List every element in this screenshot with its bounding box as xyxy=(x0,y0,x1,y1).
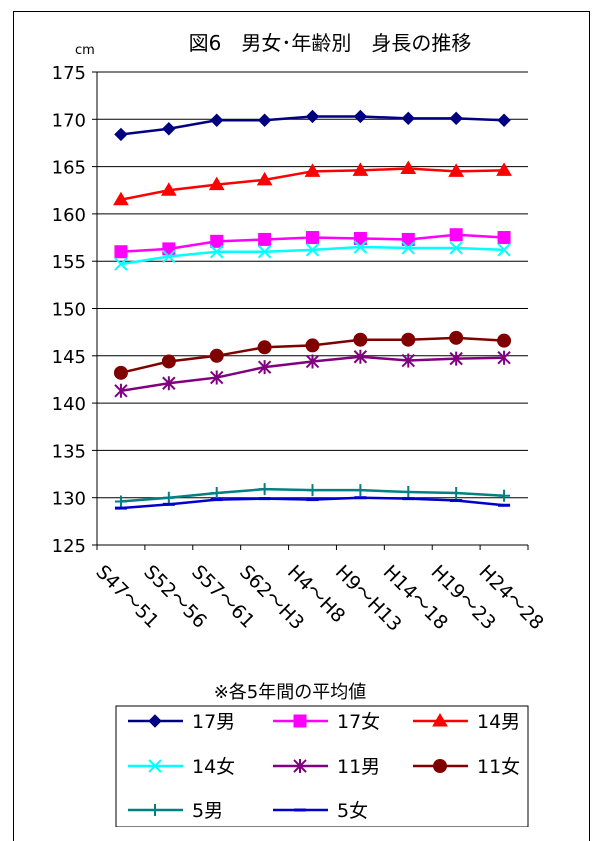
data-point xyxy=(304,163,321,177)
data-point xyxy=(401,353,415,368)
data-point xyxy=(498,489,511,502)
y-axis: 125 130 135 140 145 150 155 160 165 170 175 xyxy=(52,63,98,557)
data-point xyxy=(162,491,175,504)
y-tick-label: 125 xyxy=(52,536,86,557)
data-point xyxy=(208,176,225,191)
data-point xyxy=(401,232,415,246)
data-point xyxy=(305,243,320,257)
data-point xyxy=(114,257,128,271)
y-tick-label: 155 xyxy=(52,252,86,273)
y-tick-label: 170 xyxy=(52,110,86,131)
data-point xyxy=(449,111,463,126)
data-point xyxy=(257,245,272,259)
data-point xyxy=(401,241,415,255)
legend-marker xyxy=(293,759,307,773)
legend-label: 11男 xyxy=(337,756,380,778)
data-point xyxy=(497,333,512,348)
data-point xyxy=(353,332,368,347)
legend: 17男 17女 14男 14女 11男 11女 5男 5女 xyxy=(128,711,520,822)
data-point xyxy=(400,160,417,174)
data-point xyxy=(256,171,273,186)
y-tick-label: 135 xyxy=(52,441,86,462)
data-point xyxy=(161,354,176,369)
data-point xyxy=(305,109,320,124)
data-point xyxy=(113,191,129,206)
data-point xyxy=(449,228,463,242)
data-point xyxy=(162,242,176,256)
data-point xyxy=(306,231,319,245)
legend-label: 17男 xyxy=(192,711,235,733)
unit-label: cm xyxy=(75,43,95,58)
data-point xyxy=(210,245,224,259)
data-point xyxy=(352,162,369,176)
data-point xyxy=(257,113,272,127)
data-point xyxy=(114,245,128,259)
gridlines xyxy=(97,71,528,499)
data-point xyxy=(305,338,320,353)
legend-marker xyxy=(148,714,162,728)
y-tick-label: 130 xyxy=(52,489,86,510)
y-tick-label: 165 xyxy=(52,158,86,179)
data-point xyxy=(353,231,367,245)
average-note: ※各5年間の平均値 xyxy=(214,682,367,703)
y-tick-label: 145 xyxy=(52,347,86,368)
data-point xyxy=(497,231,511,245)
data-point xyxy=(497,113,511,127)
data-point xyxy=(305,354,320,369)
data-point xyxy=(210,113,224,127)
data-point xyxy=(210,486,223,499)
legend-marker xyxy=(149,804,161,816)
data-point xyxy=(162,376,176,391)
y-tick-label: 150 xyxy=(52,300,86,321)
legend-label: 5男 xyxy=(192,800,223,822)
data-point xyxy=(210,370,224,385)
y-tick-label: 175 xyxy=(52,63,86,84)
data-point xyxy=(162,249,176,264)
data-point xyxy=(209,348,224,363)
data-point xyxy=(353,349,368,364)
data-point xyxy=(450,486,463,499)
data-point xyxy=(448,163,465,177)
data-point xyxy=(401,332,416,347)
series-group xyxy=(113,109,512,510)
data-point xyxy=(258,483,271,496)
legend-marker xyxy=(432,713,448,727)
legend-label: 14女 xyxy=(192,756,235,778)
chart-frame xyxy=(13,11,590,841)
legend-marker xyxy=(148,759,162,773)
data-point xyxy=(113,365,128,380)
data-point xyxy=(114,127,128,142)
data-point xyxy=(257,360,272,375)
legend-label: 5女 xyxy=(337,800,368,822)
data-point xyxy=(114,383,128,398)
data-point xyxy=(210,234,224,248)
x-axis: S47～51S52～56S57～61S62～H3H4～H8H9～H13H14～1… xyxy=(91,544,548,636)
data-point xyxy=(354,484,367,497)
data-point xyxy=(306,484,319,497)
data-point xyxy=(257,340,272,355)
chart-title: 図6 男女･年齢別 身長の推移 xyxy=(189,31,472,55)
y-tick-label: 160 xyxy=(52,205,86,226)
data-point xyxy=(401,111,415,126)
legend-label: 14男 xyxy=(477,711,520,733)
data-point xyxy=(497,243,511,257)
legend-label: 11女 xyxy=(477,756,520,778)
legend-label: 17女 xyxy=(337,711,380,733)
data-point xyxy=(258,232,272,246)
data-point xyxy=(402,486,415,499)
legend-marker xyxy=(293,714,307,728)
data-point xyxy=(449,351,463,366)
data-point xyxy=(353,109,368,124)
data-point xyxy=(114,495,127,508)
legend-marker xyxy=(433,759,447,773)
data-point xyxy=(162,122,176,136)
data-point xyxy=(353,240,368,254)
data-point xyxy=(496,162,512,176)
data-point xyxy=(449,241,463,255)
y-tick-label: 140 xyxy=(52,394,86,415)
data-point xyxy=(449,330,464,345)
data-point xyxy=(497,350,511,365)
data-point xyxy=(160,182,177,196)
